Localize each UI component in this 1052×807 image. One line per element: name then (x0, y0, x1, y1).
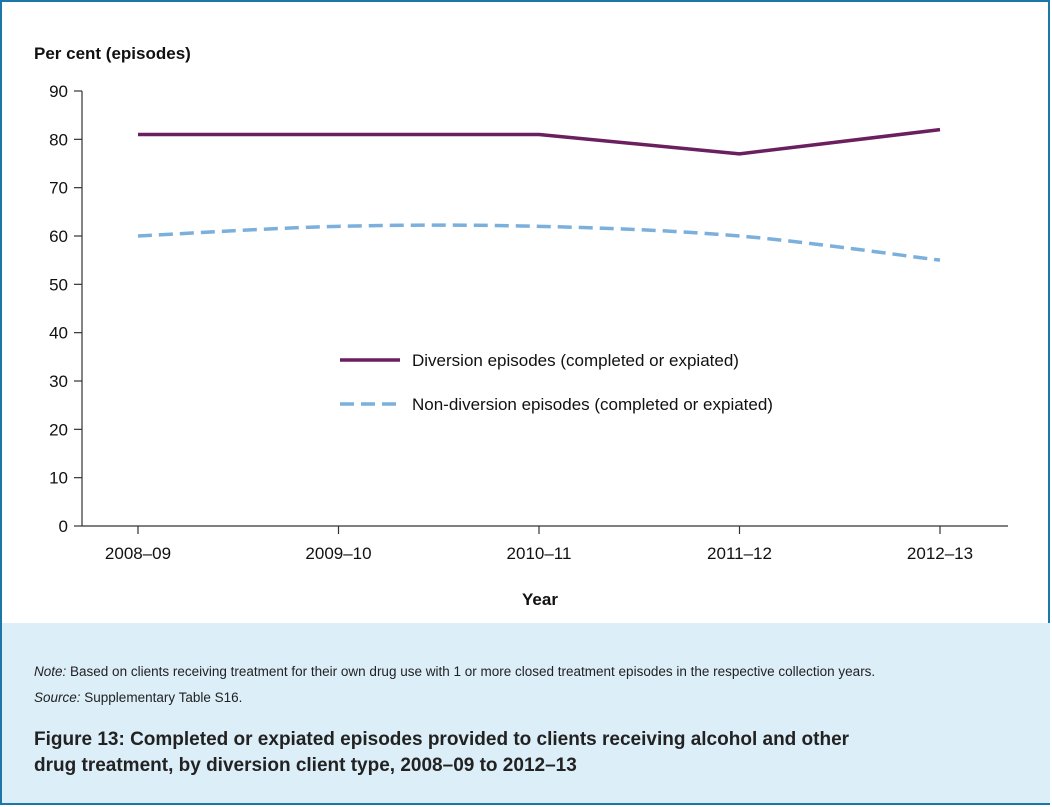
y-tick-label: 50 (49, 275, 68, 294)
x-tick-label: 2008–09 (105, 544, 171, 563)
x-tick-label: 2011–12 (707, 544, 772, 563)
y-tick-label: 0 (59, 517, 68, 536)
line-chart: Per cent (episodes) 0 10 20 30 40 50 60 70 80 90 2… (34, 44, 1008, 609)
source-label: Source: (34, 690, 81, 705)
x-tick-label: 2012–13 (907, 544, 973, 563)
y-axis-title: Per cent (episodes) (34, 44, 191, 63)
x-tick-label: 2010–11 (507, 544, 572, 563)
y-tick-label: 40 (49, 324, 68, 343)
x-axis-title: Year (522, 590, 558, 609)
figure-caption: Figure 13: Completed or expiated episode… (34, 729, 850, 776)
legend-label-0: Diversion episodes (completed or expiate… (412, 351, 739, 370)
chart-note: Note: Based on clients receiving treatme… (34, 664, 875, 679)
y-tick-label: 90 (49, 82, 68, 101)
y-tick-label: 30 (49, 372, 68, 391)
legend-label-1: Non-diversion episodes (completed or exp… (412, 395, 773, 414)
series-lines (137, 127, 941, 262)
series-line-1 (137, 223, 941, 262)
x-tick-label: 2009–10 (305, 544, 371, 563)
y-tick-label: 70 (49, 179, 68, 198)
note-label: Note: (34, 664, 67, 679)
note-text: Based on clients receiving treatment for… (66, 664, 876, 679)
y-tick-label: 80 (49, 130, 68, 149)
y-tick-label: 10 (49, 469, 68, 488)
series-line-0 (138, 127, 941, 156)
y-tick-label: 20 (49, 420, 68, 439)
source-text: Supplementary Table S16. (80, 690, 243, 705)
chart-source: Source: Supplementary Table S16. (34, 690, 242, 705)
y-tick-label: 60 (49, 227, 68, 246)
legend: Diversion episodes (completed or expiate… (340, 351, 773, 414)
caption-band (2, 623, 1050, 803)
axes: 0 10 20 30 40 50 60 70 80 90 2008–09 2009–10 2010–11… (49, 82, 1008, 563)
